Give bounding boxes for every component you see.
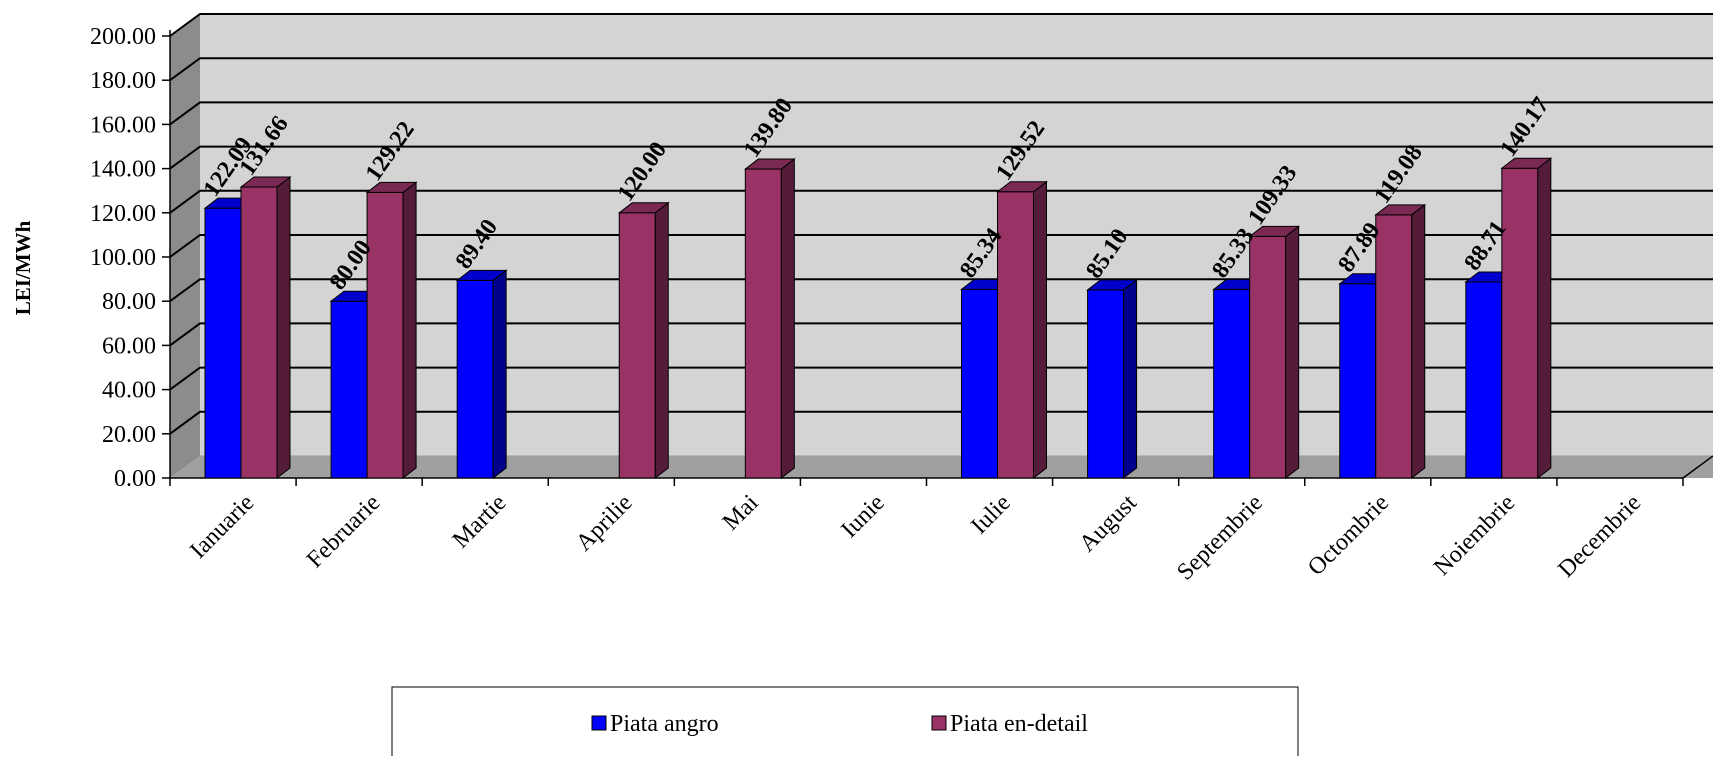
bar-top — [1500, 157, 1553, 169]
y-tick-label: 140.00 — [90, 157, 156, 183]
bar — [239, 176, 292, 480]
legend-swatch — [591, 715, 607, 731]
bar-side — [654, 201, 669, 480]
x-tick-label: August — [1074, 490, 1142, 558]
bar — [617, 201, 670, 480]
x-tick-label: Noiembrie — [1429, 490, 1520, 581]
bar-front — [204, 207, 242, 479]
bar — [1500, 157, 1553, 480]
axes — [162, 30, 1713, 486]
legend-swatch — [931, 715, 947, 731]
x-tick-label: Mai — [718, 490, 764, 536]
bar — [1248, 225, 1301, 480]
bar-top — [1248, 225, 1301, 237]
gridline — [169, 145, 1713, 170]
x-tick-label: Martie — [448, 490, 512, 554]
bar-front — [961, 288, 998, 479]
bar-top — [996, 181, 1048, 193]
y-tick-label: 180.00 — [90, 68, 156, 94]
gridline — [169, 57, 1713, 82]
bar-front — [240, 186, 278, 479]
bar-front — [1465, 281, 1503, 479]
y-tick-label: 120.00 — [90, 201, 156, 227]
bar-front — [997, 191, 1034, 479]
bars — [203, 157, 1553, 480]
x-tick-label: Decembrie — [1553, 490, 1646, 583]
bar — [743, 158, 796, 480]
bar-front — [1375, 214, 1413, 479]
x-tick-label: Ianuarie — [185, 490, 259, 564]
bar-side — [780, 158, 795, 480]
floor — [170, 456, 1713, 478]
bar-side — [1411, 203, 1426, 480]
bar-top — [1086, 279, 1139, 291]
legend-label: Piata en-detail — [950, 711, 1088, 737]
bar — [1086, 278, 1139, 480]
x-tick-labels: Ianuarie Februarie Martie Aprilie Mai Iunie Iu… — [185, 490, 1646, 586]
bar-front — [1087, 289, 1125, 479]
bar-side — [1033, 180, 1047, 480]
y-tick-label: 200.00 — [90, 24, 156, 50]
x-tick-label: Aprilie — [571, 490, 637, 556]
y-axis-title: LEI/MWh — [11, 220, 35, 315]
bar-front — [1213, 288, 1251, 479]
bar-side — [1123, 278, 1138, 480]
bar — [365, 181, 418, 480]
gridline — [169, 189, 1713, 214]
bar-front — [1339, 283, 1377, 479]
bar-side — [1285, 225, 1300, 480]
bar-front — [1249, 235, 1287, 479]
bar-front — [456, 279, 494, 479]
y-tick-label: 40.00 — [102, 378, 156, 404]
bar-top — [743, 158, 796, 170]
y-tick-label: 160.00 — [90, 112, 156, 138]
bar-top — [365, 181, 418, 193]
bar-side — [1537, 157, 1552, 480]
gridline — [169, 13, 1713, 37]
x-tick-label: Septembrie — [1172, 490, 1268, 586]
bar-top — [239, 176, 292, 188]
bar-front — [744, 168, 782, 479]
y-tick-label: 0.00 — [114, 466, 156, 492]
bar — [1374, 203, 1427, 480]
y-tick-label: 60.00 — [102, 333, 156, 359]
bar-side — [276, 176, 291, 480]
x-tick-label: Iulie — [966, 490, 1015, 539]
x-axis-end — [1682, 455, 1713, 479]
bar-top — [617, 202, 670, 214]
legend-label: Piata angro — [610, 711, 719, 737]
gridline — [169, 101, 1713, 126]
legend: Piata angro Piata en-detail — [391, 686, 1299, 761]
bar-side — [492, 269, 507, 480]
bar — [455, 269, 508, 480]
y-tick-label: 20.00 — [102, 422, 156, 448]
legend-box — [391, 686, 1299, 761]
bar-top — [455, 269, 508, 281]
gridline — [169, 234, 1713, 258]
bar — [996, 180, 1048, 480]
bar-front — [618, 212, 656, 479]
bar-top — [1374, 204, 1427, 216]
y-tick-label: 80.00 — [102, 289, 156, 315]
y-tick-label: 100.00 — [90, 245, 156, 271]
bar-front — [330, 300, 368, 479]
bar-front — [1501, 167, 1539, 479]
bar-side — [402, 181, 417, 480]
y-tick-labels: 0.00 20.00 40.00 60.00 80.00 100.00 120.00 140.… — [90, 24, 156, 492]
x-tick-label: Februarie — [302, 490, 385, 573]
x-tick-label: Iunie — [836, 490, 889, 543]
bar-front — [366, 191, 404, 479]
x-tick-label: Octombrie — [1303, 490, 1394, 581]
